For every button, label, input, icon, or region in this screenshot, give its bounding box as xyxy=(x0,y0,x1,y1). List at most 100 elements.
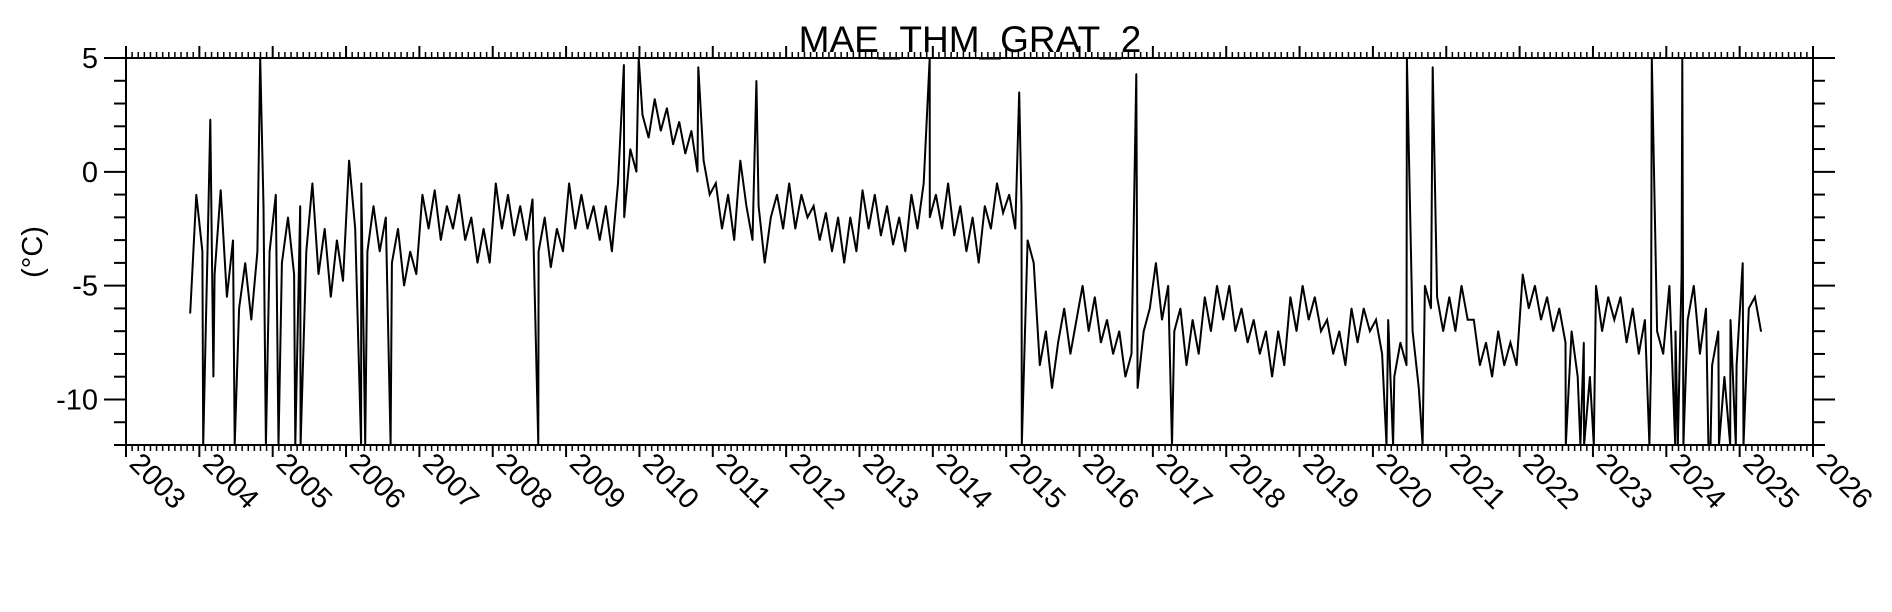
data-point xyxy=(1399,341,1402,344)
data-point xyxy=(403,284,405,287)
series-line xyxy=(189,57,1762,446)
data-point xyxy=(1369,330,1371,332)
data-point xyxy=(1167,284,1169,287)
data-point xyxy=(1344,364,1347,367)
data-point xyxy=(1307,318,1310,321)
data-point xyxy=(898,216,901,219)
data-point xyxy=(1454,330,1457,332)
x-tick-label: 2024 xyxy=(1663,447,1731,515)
data-point xyxy=(1259,353,1261,355)
data-point xyxy=(1314,296,1316,298)
x-tick-label: 2008 xyxy=(490,447,558,515)
data-point xyxy=(409,250,412,253)
data-point xyxy=(794,227,797,230)
data-point xyxy=(1008,193,1011,196)
data-point xyxy=(1271,375,1273,378)
data-point xyxy=(892,243,894,246)
data-point xyxy=(1534,284,1536,287)
data-point xyxy=(452,227,454,230)
data-point xyxy=(1424,284,1426,287)
x-tick-label: 2013 xyxy=(857,447,925,515)
data-point xyxy=(550,266,552,269)
data-point xyxy=(311,182,314,185)
data-point xyxy=(1320,330,1322,332)
data-point xyxy=(1332,353,1334,355)
data-point xyxy=(586,227,589,230)
data-point xyxy=(360,182,363,185)
x-tick-label: 2020 xyxy=(1370,447,1438,515)
data-point xyxy=(421,193,424,196)
data-point xyxy=(629,148,632,150)
x-tick-label: 2018 xyxy=(1223,447,1291,515)
x-tick-label: 2026 xyxy=(1810,447,1878,515)
x-tick-label: 2019 xyxy=(1297,447,1365,515)
data-point xyxy=(1491,375,1493,378)
data-point xyxy=(397,227,399,230)
data-point xyxy=(1338,330,1341,332)
data-point xyxy=(635,171,638,173)
data-point xyxy=(201,250,204,253)
data-point xyxy=(1674,330,1677,332)
data-point xyxy=(354,227,357,230)
data-point xyxy=(329,296,332,298)
data-point xyxy=(1686,318,1689,321)
data-point xyxy=(910,193,913,196)
data-point xyxy=(1326,318,1328,321)
data-point xyxy=(1356,341,1359,344)
data-point xyxy=(880,234,882,237)
x-tick-label: 2012 xyxy=(783,447,851,515)
data-point xyxy=(1405,364,1408,367)
data-point xyxy=(470,216,473,219)
data-point xyxy=(1179,307,1182,310)
data-point xyxy=(886,205,888,207)
data-point xyxy=(446,205,448,207)
data-point xyxy=(464,239,467,241)
data-point xyxy=(1014,227,1017,230)
data-point xyxy=(1118,330,1121,332)
data-point xyxy=(941,227,943,230)
data-point xyxy=(611,250,613,253)
data-point xyxy=(715,182,717,185)
data-point xyxy=(1448,296,1451,298)
data-point xyxy=(1149,307,1151,310)
data-point xyxy=(696,171,699,173)
data-point xyxy=(1735,364,1738,367)
data-point xyxy=(568,182,570,185)
data-point xyxy=(1417,387,1420,389)
data-point xyxy=(207,205,210,207)
data-point xyxy=(598,239,601,241)
data-point xyxy=(189,312,191,314)
data-point xyxy=(366,250,369,253)
data-point xyxy=(476,262,479,264)
data-point xyxy=(947,182,949,185)
data-point xyxy=(574,227,577,230)
data-point xyxy=(1656,330,1658,332)
data-point xyxy=(256,250,259,253)
data-point xyxy=(1032,262,1035,264)
data-point xyxy=(1693,284,1695,287)
data-point xyxy=(427,227,430,230)
data-point xyxy=(580,193,583,196)
data-point xyxy=(1497,330,1500,332)
data-point xyxy=(1595,284,1597,287)
data-point xyxy=(299,205,302,207)
x-tick-label: 2004 xyxy=(196,447,264,515)
data-point xyxy=(1613,318,1616,321)
data-point xyxy=(1760,330,1762,332)
y-tick-label: -5 xyxy=(72,271,98,303)
data-point xyxy=(990,227,992,230)
data-point xyxy=(1582,341,1585,344)
data-point xyxy=(1018,91,1021,93)
data-point xyxy=(1570,330,1573,332)
data-point xyxy=(1155,262,1157,264)
data-point xyxy=(818,239,821,241)
data-point xyxy=(684,152,687,155)
data-point xyxy=(1185,364,1188,367)
data-point xyxy=(1509,341,1512,344)
data-point xyxy=(1301,284,1304,287)
data-point xyxy=(1020,205,1023,207)
data-point xyxy=(922,182,925,185)
data-point xyxy=(488,262,491,264)
data-point xyxy=(928,216,931,219)
